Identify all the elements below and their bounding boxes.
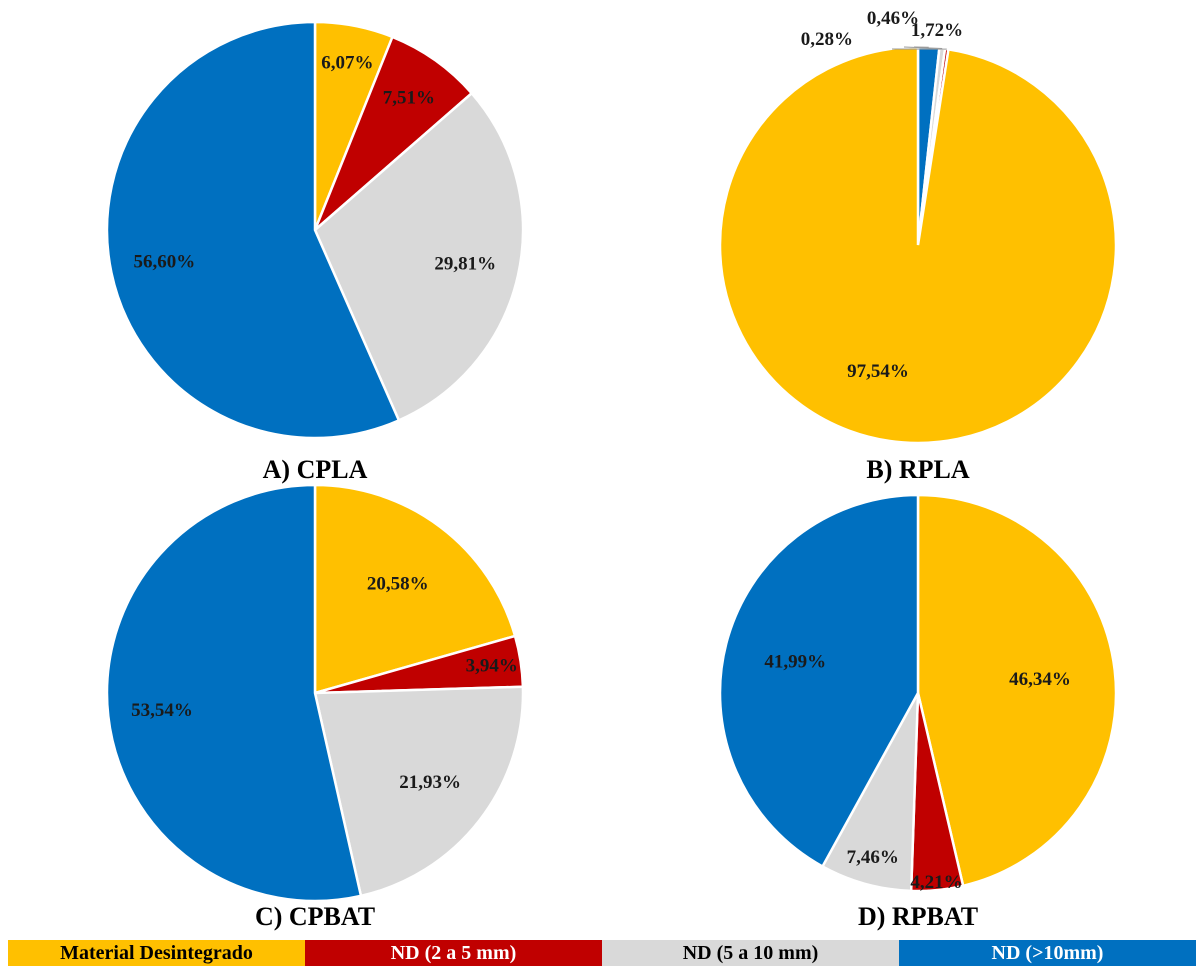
pie-chart-3: 20,58% 3,94% 21,93% 53,54% C) CPBAT [105, 483, 525, 931]
slice-nd-5-10mm [313, 91, 525, 422]
leader-line-nd-5-10mm [903, 46, 943, 49]
data-label-nd-gt-10mm: 56,60% [134, 252, 196, 273]
chart-caption: C) CPBAT [255, 902, 375, 931]
data-label-nd-5-10mm: 0,46% [867, 8, 919, 29]
legend-item-material-desintegrado: Material Desintegrado [8, 940, 305, 966]
data-label-material-desintegrado: 6,07% [321, 53, 373, 74]
slice-material-desintegrado [916, 493, 1118, 888]
data-label-nd-5-10mm: 21,93% [399, 772, 461, 793]
chart-caption: D) RPBAT [858, 902, 978, 931]
data-label-nd-2-5mm: 0,28% [801, 29, 853, 50]
pie-chart-1: 6,07% 7,51% 29,81% 56,60% A) CPLA [105, 20, 525, 484]
data-label-nd-2-5mm: 7,51% [383, 88, 435, 109]
legend-item-nd-gt-10mm: ND (>10mm) [899, 940, 1196, 966]
slice-nd-gt-10mm [105, 20, 401, 440]
slice-material-desintegrado [313, 483, 517, 695]
data-label-nd-2-5mm: 4,21% [910, 872, 962, 893]
slice-nd-5-10mm [313, 685, 525, 898]
data-label-nd-5-10mm: 29,81% [434, 253, 496, 274]
slice-nd-gt-10mm [105, 483, 363, 903]
data-label-material-desintegrado: 97,54% [847, 361, 909, 382]
legend-item-nd-2-5mm: ND (2 a 5 mm) [305, 940, 602, 966]
data-label-nd-2-5mm: 3,94% [466, 656, 518, 677]
legend-item-nd-5-10mm: ND (5 a 10 mm) [602, 940, 899, 966]
data-label-material-desintegrado: 46,34% [1009, 669, 1071, 690]
chart-caption: B) RPLA [866, 455, 970, 484]
data-label-nd-5-10mm: 7,46% [847, 847, 899, 868]
chart-caption: A) CPLA [263, 455, 368, 484]
slice-nd-gt-10mm [718, 493, 920, 869]
data-label-nd-gt-10mm: 41,99% [764, 651, 826, 672]
pie-chart-4: 46,34% 4,21% 7,46% 41,99% D) RPBAT [718, 493, 1118, 931]
data-label-nd-gt-10mm: 53,54% [131, 700, 193, 721]
slice-nd-2-5mm [313, 35, 474, 231]
data-label-material-desintegrado: 20,58% [367, 573, 429, 594]
data-label-nd-gt-10mm: 1,72% [911, 20, 963, 41]
slice-material-desintegrado [718, 45, 1118, 445]
pie-chart-2: 97,54% 0,28% 0,46%1,72% B) RPLA [718, 8, 1118, 484]
legend: Material Desintegrado ND (2 a 5 mm) ND (5 … [8, 940, 1196, 966]
